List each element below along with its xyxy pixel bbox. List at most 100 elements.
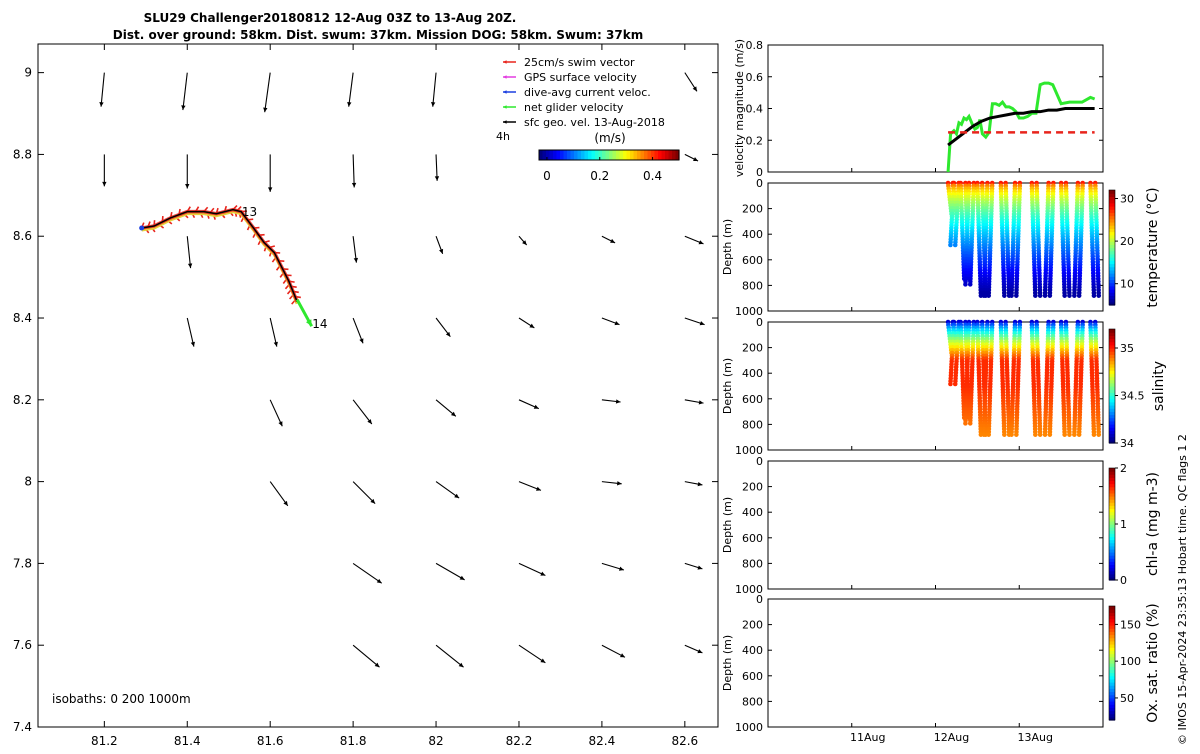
- surface-velocity-vector: [265, 73, 271, 113]
- salinity-ylabel: Depth (m): [721, 358, 734, 414]
- colorbar-cell: [574, 150, 578, 160]
- colorbar-cell: [669, 150, 673, 160]
- surface-velocity-vector: [353, 563, 382, 583]
- colorbar-cell: [543, 150, 547, 160]
- surface-velocity-arrowhead: [699, 400, 704, 404]
- colorbar-tick-label: 0.4: [643, 169, 662, 183]
- surface-velocity-vector: [353, 400, 372, 424]
- temperature-y-tick-label: 800: [742, 279, 763, 292]
- velocity-y-tick-label: 0.8: [746, 39, 764, 52]
- salinity-sample: [953, 382, 958, 387]
- temperature-sample: [1043, 293, 1048, 298]
- temperature-sample: [948, 243, 953, 248]
- map-x-tick-label: 82.4: [589, 734, 616, 748]
- surface-velocity-vector: [101, 73, 104, 107]
- surface-velocity-vector: [187, 236, 190, 268]
- track-day-label: 13: [242, 205, 257, 219]
- salinity-y-tick-label: 600: [742, 393, 763, 406]
- map-y-tick-label: 8.4: [13, 311, 32, 325]
- chla-colorbar-label: chl-a (mg m-3): [1145, 472, 1161, 576]
- salinity-colorbar-tick-label: 34: [1120, 437, 1134, 450]
- chla-y-tick-label: 400: [742, 506, 763, 519]
- oxygen-y-tick-label: 200: [742, 619, 763, 632]
- time-x-tick-label: 11Aug: [850, 731, 885, 744]
- legend-label: GPS surface velocity: [524, 71, 637, 84]
- velocity-y-tick-label: 0.2: [746, 134, 764, 147]
- map-y-tick-label: 8.8: [13, 147, 32, 161]
- legend-arrowhead: [503, 75, 507, 78]
- colorbar-cell: [644, 150, 648, 160]
- surface-velocity-arrowhead: [185, 184, 189, 189]
- oxygen-axes-box: [768, 599, 1103, 727]
- chla-y-tick-label: 800: [742, 557, 763, 570]
- colorbar-cell: [567, 150, 571, 160]
- salinity-y-tick-label: 0: [756, 316, 763, 329]
- chla-axes-box: [768, 461, 1103, 589]
- salinity-sample: [948, 382, 953, 387]
- map-y-tick-label: 9: [24, 66, 32, 80]
- legend-label: sfc geo. vel. 13-Aug-2018: [524, 116, 665, 129]
- salinity-sample: [982, 432, 987, 437]
- colorbar-cell: [599, 150, 603, 160]
- temperature-colorbar-tick-label: 10: [1120, 278, 1134, 291]
- colorbar-cell: [550, 150, 554, 160]
- chla-colorbar-cell: [1109, 468, 1115, 472]
- colorbar-cell: [585, 150, 589, 160]
- salinity-sample: [986, 432, 991, 437]
- colorbar-cell: [571, 150, 575, 160]
- colorbar-tick-label: 0: [543, 169, 551, 183]
- colorbar-cell: [557, 150, 561, 160]
- salinity-sample: [1067, 432, 1072, 437]
- legend-arrowhead: [503, 90, 507, 93]
- surface-velocity-arrowhead: [698, 482, 703, 486]
- temperature-y-tick-label: 600: [742, 254, 763, 267]
- title-line-2: Dist. over ground: 58km. Dist. swum: 37k…: [113, 28, 643, 42]
- oxygen-y-tick-label: 800: [742, 695, 763, 708]
- colorbar-cell: [620, 150, 624, 160]
- surface-velocity-arrowhead: [283, 501, 287, 506]
- colorbar-cell: [539, 150, 543, 160]
- surface-velocity-arrowhead: [377, 579, 382, 583]
- surface-velocity-arrowhead: [700, 321, 705, 325]
- salinity-sample: [1072, 432, 1077, 437]
- temperature-ylabel: Depth (m): [721, 219, 734, 275]
- temperature-sample: [986, 293, 991, 298]
- surface-velocity-vector: [353, 482, 375, 504]
- temperature-sample: [1014, 293, 1019, 298]
- map-x-tick-label: 81.4: [174, 734, 201, 748]
- salinity-sample: [1077, 432, 1082, 437]
- map-x-tick-label: 82.6: [671, 734, 698, 748]
- velocity-axes-box: [768, 45, 1103, 172]
- colorbar-cell: [616, 150, 620, 160]
- isobaths-label: isobaths: 0 200 1000m: [52, 692, 191, 706]
- salinity-sample: [1043, 432, 1048, 437]
- surface-velocity-arrowhead: [102, 182, 106, 187]
- colorbar-cell: [606, 150, 610, 160]
- map-y-tick-label: 8.2: [13, 393, 32, 407]
- map-y-tick-label: 7.4: [13, 720, 32, 734]
- colorbar-cell: [560, 150, 564, 160]
- colorbar-label: (m/s): [594, 131, 625, 145]
- temperature-sample: [1002, 293, 1007, 298]
- colorbar-cell: [630, 150, 634, 160]
- salinity-colorbar-cell: [1109, 329, 1115, 333]
- legend-arrowhead: [503, 105, 507, 108]
- colorbar-cell: [627, 150, 631, 160]
- colorbar-cell: [641, 150, 645, 160]
- colorbar-cell: [613, 150, 617, 160]
- colorbar-cell: [564, 150, 568, 160]
- temperature-sample: [1062, 293, 1067, 298]
- oxygen-colorbar-tick-label: 50: [1120, 692, 1134, 705]
- temperature-y-tick-label: 0: [756, 177, 763, 190]
- chla-y-tick-label: 0: [756, 455, 763, 468]
- surface-velocity-vector: [519, 645, 545, 663]
- map-x-tick-label: 82.2: [506, 734, 533, 748]
- map-x-tick-label: 81.6: [257, 734, 284, 748]
- temperature-colorbar-tick-label: 20: [1120, 235, 1134, 248]
- colorbar-cell: [634, 150, 638, 160]
- chla-y-tick-label: 600: [742, 532, 763, 545]
- time-x-tick-label: 13Aug: [1018, 731, 1053, 744]
- salinity-colorbar-tick-label: 34.5: [1120, 390, 1145, 403]
- track-start-marker: [139, 226, 144, 231]
